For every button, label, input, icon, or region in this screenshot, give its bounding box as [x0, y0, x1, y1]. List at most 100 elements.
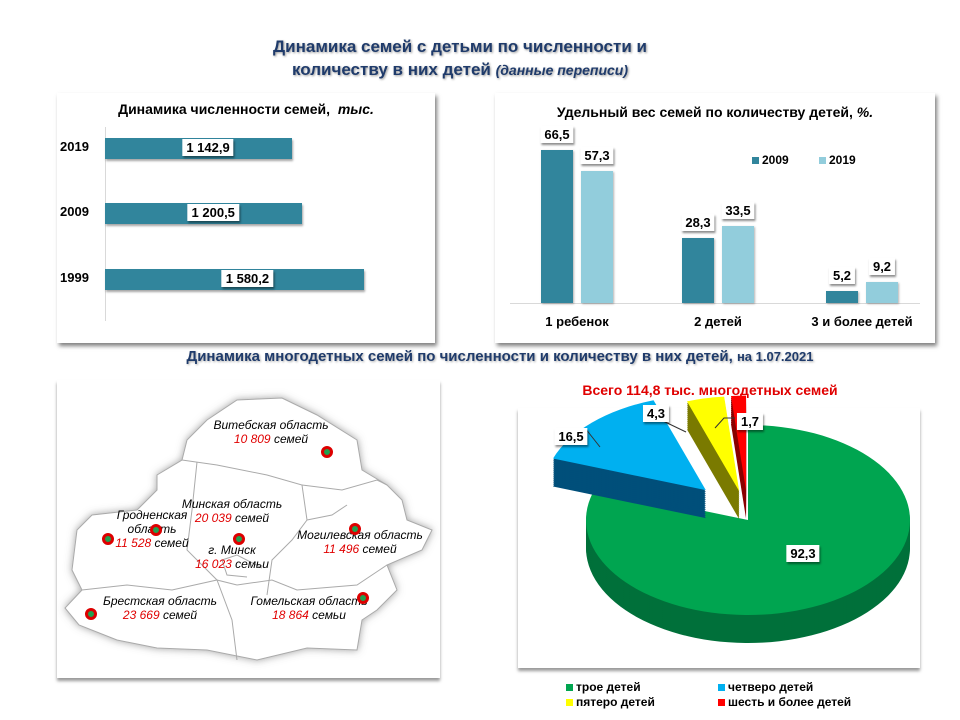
- legend-six-plus: шесть и более детей: [718, 695, 851, 709]
- region-name: г. Минск: [208, 543, 256, 557]
- bar-2019: [722, 225, 754, 303]
- slice-four-children: [553, 400, 706, 519]
- x-tick-label: 1 ребенок: [545, 314, 609, 329]
- legend-2009: 2009: [752, 153, 789, 167]
- map-panel: Витебская область 10 809 семей Минская об…: [57, 380, 440, 678]
- region-minsk-city: г. Минск 16 023 семьи: [195, 543, 269, 571]
- chart2-title-text: Удельный вес семей по количеству детей,: [556, 104, 853, 120]
- legend-five: пятеро детей: [566, 695, 655, 709]
- legend-swatch: [752, 156, 759, 164]
- data-label: 66,5: [540, 126, 574, 144]
- region-name: Витебская область: [213, 418, 329, 432]
- legend-label: трое детей: [576, 680, 641, 694]
- region-unit: семей: [234, 511, 270, 525]
- main-title-note: (данные переписи): [495, 62, 629, 78]
- subtitle-text: Динамика многодетных семей по численност…: [186, 348, 733, 365]
- legend-label: 2009: [762, 153, 789, 167]
- region-mogilev: Могилевская область 11 496 семей: [297, 528, 423, 556]
- legend-swatch: [566, 698, 573, 706]
- region-unit: семей: [154, 536, 189, 550]
- chart1-title-text: Динамика численности семей,: [118, 101, 331, 117]
- data-label: 1 580,2: [221, 270, 274, 287]
- region-unit: семей: [162, 608, 198, 622]
- slice-three-children: [586, 425, 910, 643]
- section-subtitle: Динамика многодетных семей по численност…: [0, 348, 960, 365]
- region-gomel: Гомельская область 18 864 семьи: [250, 594, 367, 622]
- region-count: 10 809: [233, 432, 271, 446]
- chart2-title: Удельный вес семей по количеству детей, …: [495, 104, 935, 120]
- country-outline: [64, 397, 433, 661]
- slice-five-children: [686, 396, 740, 520]
- region-unit: семьи: [235, 557, 269, 571]
- region-name: Минская область: [181, 497, 283, 511]
- legend-swatch: [718, 683, 725, 691]
- data-label: 1 142,9: [182, 139, 234, 156]
- legend-label: шесть и более детей: [728, 695, 852, 709]
- chart1-axis: [105, 127, 106, 321]
- region-count: 18 864: [272, 608, 309, 622]
- region-brest: Брестская область 23 669 семей: [103, 594, 217, 622]
- bar-2009: [541, 150, 573, 303]
- region-count: 11 496: [323, 542, 360, 556]
- data-label: 1,7: [736, 413, 764, 430]
- belarus-map: [64, 397, 433, 661]
- main-title-text: количеству в них детей: [291, 60, 491, 79]
- data-label: 9,2: [868, 257, 896, 275]
- bar-2019: [581, 171, 613, 303]
- data-label: 5,2: [828, 267, 856, 285]
- legend-four: четверо детей: [718, 680, 813, 694]
- x-tick-label: 3 и более детей: [811, 314, 913, 329]
- location-marker: [233, 533, 245, 545]
- region-borders: [81, 459, 388, 661]
- legend-swatch: [566, 683, 573, 691]
- region-unit: семей: [362, 542, 397, 556]
- y-tick-label: 1999: [60, 270, 89, 285]
- legend-three: трое детей: [566, 680, 641, 694]
- bar-2019: [866, 281, 898, 303]
- y-tick-label: 2019: [60, 139, 89, 154]
- location-marker: [349, 523, 361, 535]
- region-unit: семей: [273, 432, 309, 446]
- chart2-title-unit: %.: [856, 104, 874, 120]
- main-title-line1: Динамика семей с детьми по численности и: [273, 37, 647, 56]
- main-title-line2: количеству в них детей (данные переписи): [0, 60, 920, 80]
- region-count: 11 528: [115, 536, 152, 550]
- chart1-title-unit: тыс.: [337, 101, 374, 117]
- region-unit: семьи: [312, 608, 346, 622]
- pie-title: Всего 114,8 тыс. многодетных семей: [582, 382, 838, 398]
- region-count: 16 023: [195, 557, 232, 571]
- x-tick-label: 2 детей: [694, 314, 742, 329]
- data-label: 33,5: [721, 201, 755, 219]
- data-label: 4,3: [642, 405, 670, 422]
- location-marker: [150, 524, 162, 536]
- location-marker: [321, 446, 333, 458]
- data-label: 16,5: [554, 428, 588, 445]
- legend-2019: 2019: [819, 153, 856, 167]
- subtitle-date: на 1.07.2021: [736, 349, 814, 364]
- region-name: Гродненская: [116, 508, 188, 522]
- legend-swatch: [718, 698, 725, 706]
- region-vitebsk: Витебская область 10 809 семей: [213, 418, 328, 446]
- region-name: Брестская область: [103, 594, 217, 608]
- location-marker: [85, 608, 97, 620]
- location-marker: [102, 533, 114, 545]
- legend-swatch: [819, 156, 826, 164]
- data-label: 28,3: [681, 213, 715, 231]
- region-count: 23 669: [122, 608, 160, 622]
- location-marker: [357, 592, 369, 604]
- region-count: 20 039: [194, 511, 232, 525]
- legend-label: четверо детей: [728, 680, 814, 694]
- families-share-chart: Удельный вес семей по количеству детей, …: [495, 93, 935, 343]
- chart1-title: Динамика численности семей, тыс.: [57, 101, 435, 117]
- families-count-chart: Динамика численности семей, тыс. 2019 1 1…: [57, 93, 435, 343]
- legend-label: пятеро детей: [576, 695, 655, 709]
- region-name: Гомельская область: [250, 594, 368, 608]
- chart2-baseline: [510, 303, 920, 304]
- bar-2009: [826, 291, 858, 303]
- legend-label: 2019: [829, 153, 856, 167]
- data-label: 57,3: [580, 147, 614, 165]
- data-label: 1 200,5: [187, 204, 239, 221]
- region-name: Могилевская область: [297, 528, 423, 542]
- data-label: 92,3: [786, 545, 820, 562]
